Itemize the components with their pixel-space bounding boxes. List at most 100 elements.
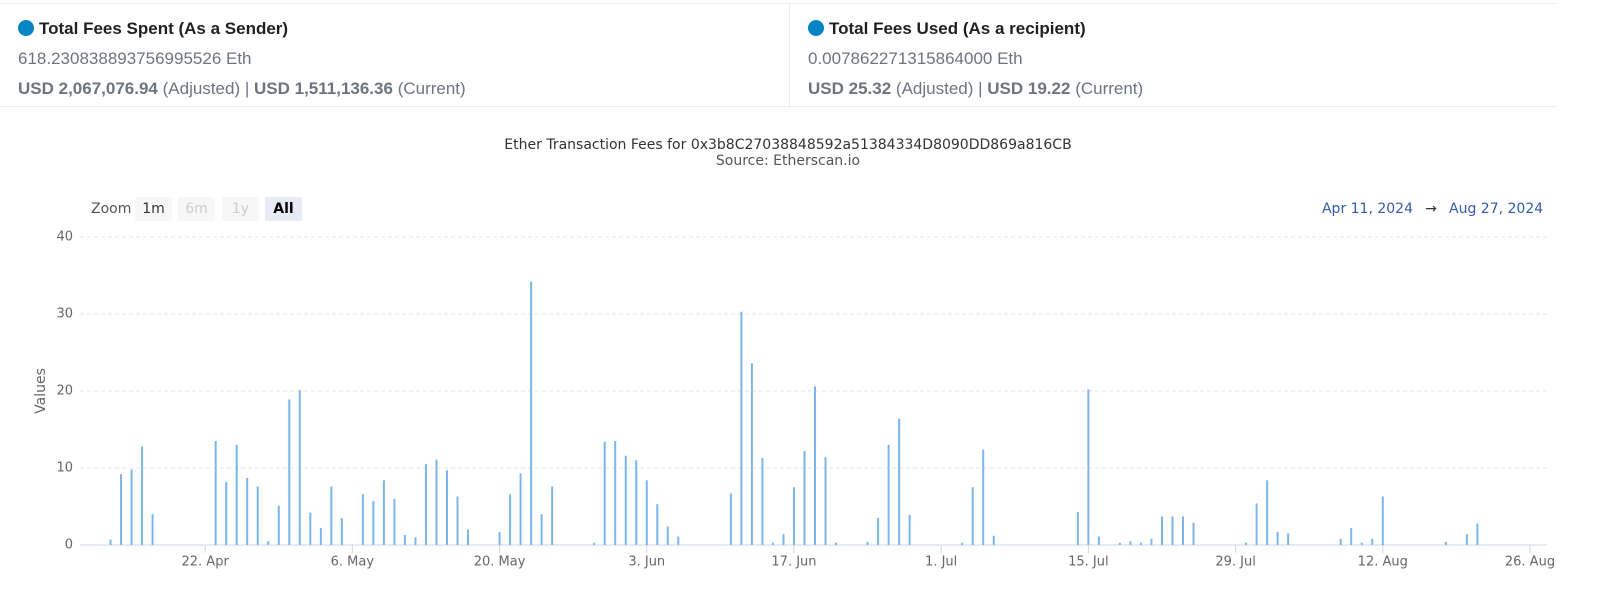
bar xyxy=(782,534,785,545)
usd-adjusted: USD 2,067,076.94 xyxy=(18,79,158,98)
bar xyxy=(750,363,753,545)
bar xyxy=(361,494,364,545)
bar xyxy=(1118,542,1121,545)
adjusted-label: (Adjusted) xyxy=(162,79,241,98)
bar xyxy=(319,528,322,545)
dot-icon xyxy=(808,20,824,36)
bar xyxy=(1139,542,1142,545)
bar xyxy=(1287,533,1290,545)
bar xyxy=(792,487,795,545)
adjusted-label: (Adjusted) xyxy=(895,79,974,98)
range-to[interactable]: Aug 27, 2024 xyxy=(1449,201,1543,217)
fee-card: Total Fees Used (As a recipient) 0.007862… xyxy=(789,3,1557,107)
bar xyxy=(1371,538,1374,545)
bar xyxy=(393,498,396,545)
chart-title: Ether Transaction Fees for 0x3b8C2703884… xyxy=(504,137,1071,153)
bar xyxy=(1465,534,1468,545)
zoom-button-label[interactable]: 1y xyxy=(232,201,249,217)
bar xyxy=(424,464,427,545)
x-tick-label: 17. Jun xyxy=(771,555,816,570)
usd-current: USD 1,511,136.36 xyxy=(254,79,393,98)
x-tick-label: 22. Apr xyxy=(182,555,230,570)
bar xyxy=(498,531,501,545)
bar xyxy=(340,518,343,545)
zoom-button[interactable] xyxy=(265,197,302,221)
bar xyxy=(530,281,533,545)
current-label: (Current) xyxy=(397,79,466,98)
x-tick-label: 1. Jul xyxy=(925,555,957,570)
bar xyxy=(551,486,554,545)
bar xyxy=(1255,503,1258,545)
bar xyxy=(277,505,280,545)
bar xyxy=(435,459,438,545)
bar xyxy=(656,504,659,545)
bar xyxy=(288,399,291,545)
bar xyxy=(1350,528,1353,545)
usd-current: USD 19.22 xyxy=(987,79,1071,98)
bar xyxy=(1129,541,1132,545)
fee-card: Total Fees Spent (As a Sender) 618.230838… xyxy=(0,3,789,107)
bar xyxy=(1444,541,1447,545)
bar xyxy=(540,514,543,545)
zoom-button[interactable] xyxy=(222,197,259,221)
bar xyxy=(414,537,417,545)
zoom-label: Zoom xyxy=(91,201,131,217)
zoom-button[interactable] xyxy=(178,197,215,221)
range-arrow: → xyxy=(1425,201,1437,217)
bar xyxy=(593,542,596,545)
bar xyxy=(1182,516,1185,545)
eth-amount: 618.230838893756995526 Eth xyxy=(18,49,252,68)
bar xyxy=(1245,542,1248,545)
usd-row: USD 2,067,076.94 (Adjusted) | USD 1,511,… xyxy=(18,79,466,99)
bar xyxy=(445,470,448,545)
bar xyxy=(898,418,901,545)
bar xyxy=(1097,536,1100,545)
bar xyxy=(761,457,764,545)
zoom-button-label[interactable]: 1m xyxy=(142,201,165,217)
range-from[interactable]: Apr 11, 2024 xyxy=(1322,201,1413,217)
bar xyxy=(519,473,522,545)
bar xyxy=(961,542,964,545)
bar xyxy=(1360,542,1363,545)
eth-amount: 0.007862271315864000 Eth xyxy=(808,49,1023,68)
bar xyxy=(877,518,880,545)
zoom-button-label[interactable]: All xyxy=(273,201,293,217)
bar xyxy=(666,526,669,545)
bar xyxy=(866,541,869,545)
bar xyxy=(814,386,816,545)
bar xyxy=(1150,538,1153,545)
bar xyxy=(456,496,459,545)
bar xyxy=(109,539,112,545)
bar xyxy=(1076,511,1079,545)
x-tick-label: 26. Aug xyxy=(1505,555,1555,570)
dot-icon xyxy=(18,20,34,36)
bar xyxy=(603,441,606,545)
bar xyxy=(1266,480,1269,545)
bar xyxy=(645,480,648,545)
card-title: Total Fees Used (As a recipient) xyxy=(829,19,1086,38)
x-tick-label: 3. Jun xyxy=(628,555,665,570)
bar xyxy=(1192,522,1195,545)
bar xyxy=(509,494,512,545)
card-title: Total Fees Spent (As a Sender) xyxy=(39,19,289,38)
bar xyxy=(887,444,890,545)
bar xyxy=(771,542,774,545)
bar xyxy=(403,534,406,545)
bar xyxy=(214,441,217,545)
separator: | xyxy=(244,79,250,98)
bar xyxy=(141,446,144,545)
x-tick-label: 12. Aug xyxy=(1358,555,1408,570)
bar xyxy=(982,449,985,545)
bar xyxy=(824,457,827,545)
bar xyxy=(1476,523,1479,545)
zoom-button[interactable] xyxy=(135,197,172,221)
bar xyxy=(120,474,123,545)
bar xyxy=(246,478,249,545)
zoom-button-label[interactable]: 6m xyxy=(185,201,208,217)
bar xyxy=(1339,538,1342,545)
bar xyxy=(256,486,259,545)
chart-subtitle: Source: Etherscan.io xyxy=(716,153,860,169)
bar xyxy=(1171,516,1174,545)
bar xyxy=(635,460,638,545)
